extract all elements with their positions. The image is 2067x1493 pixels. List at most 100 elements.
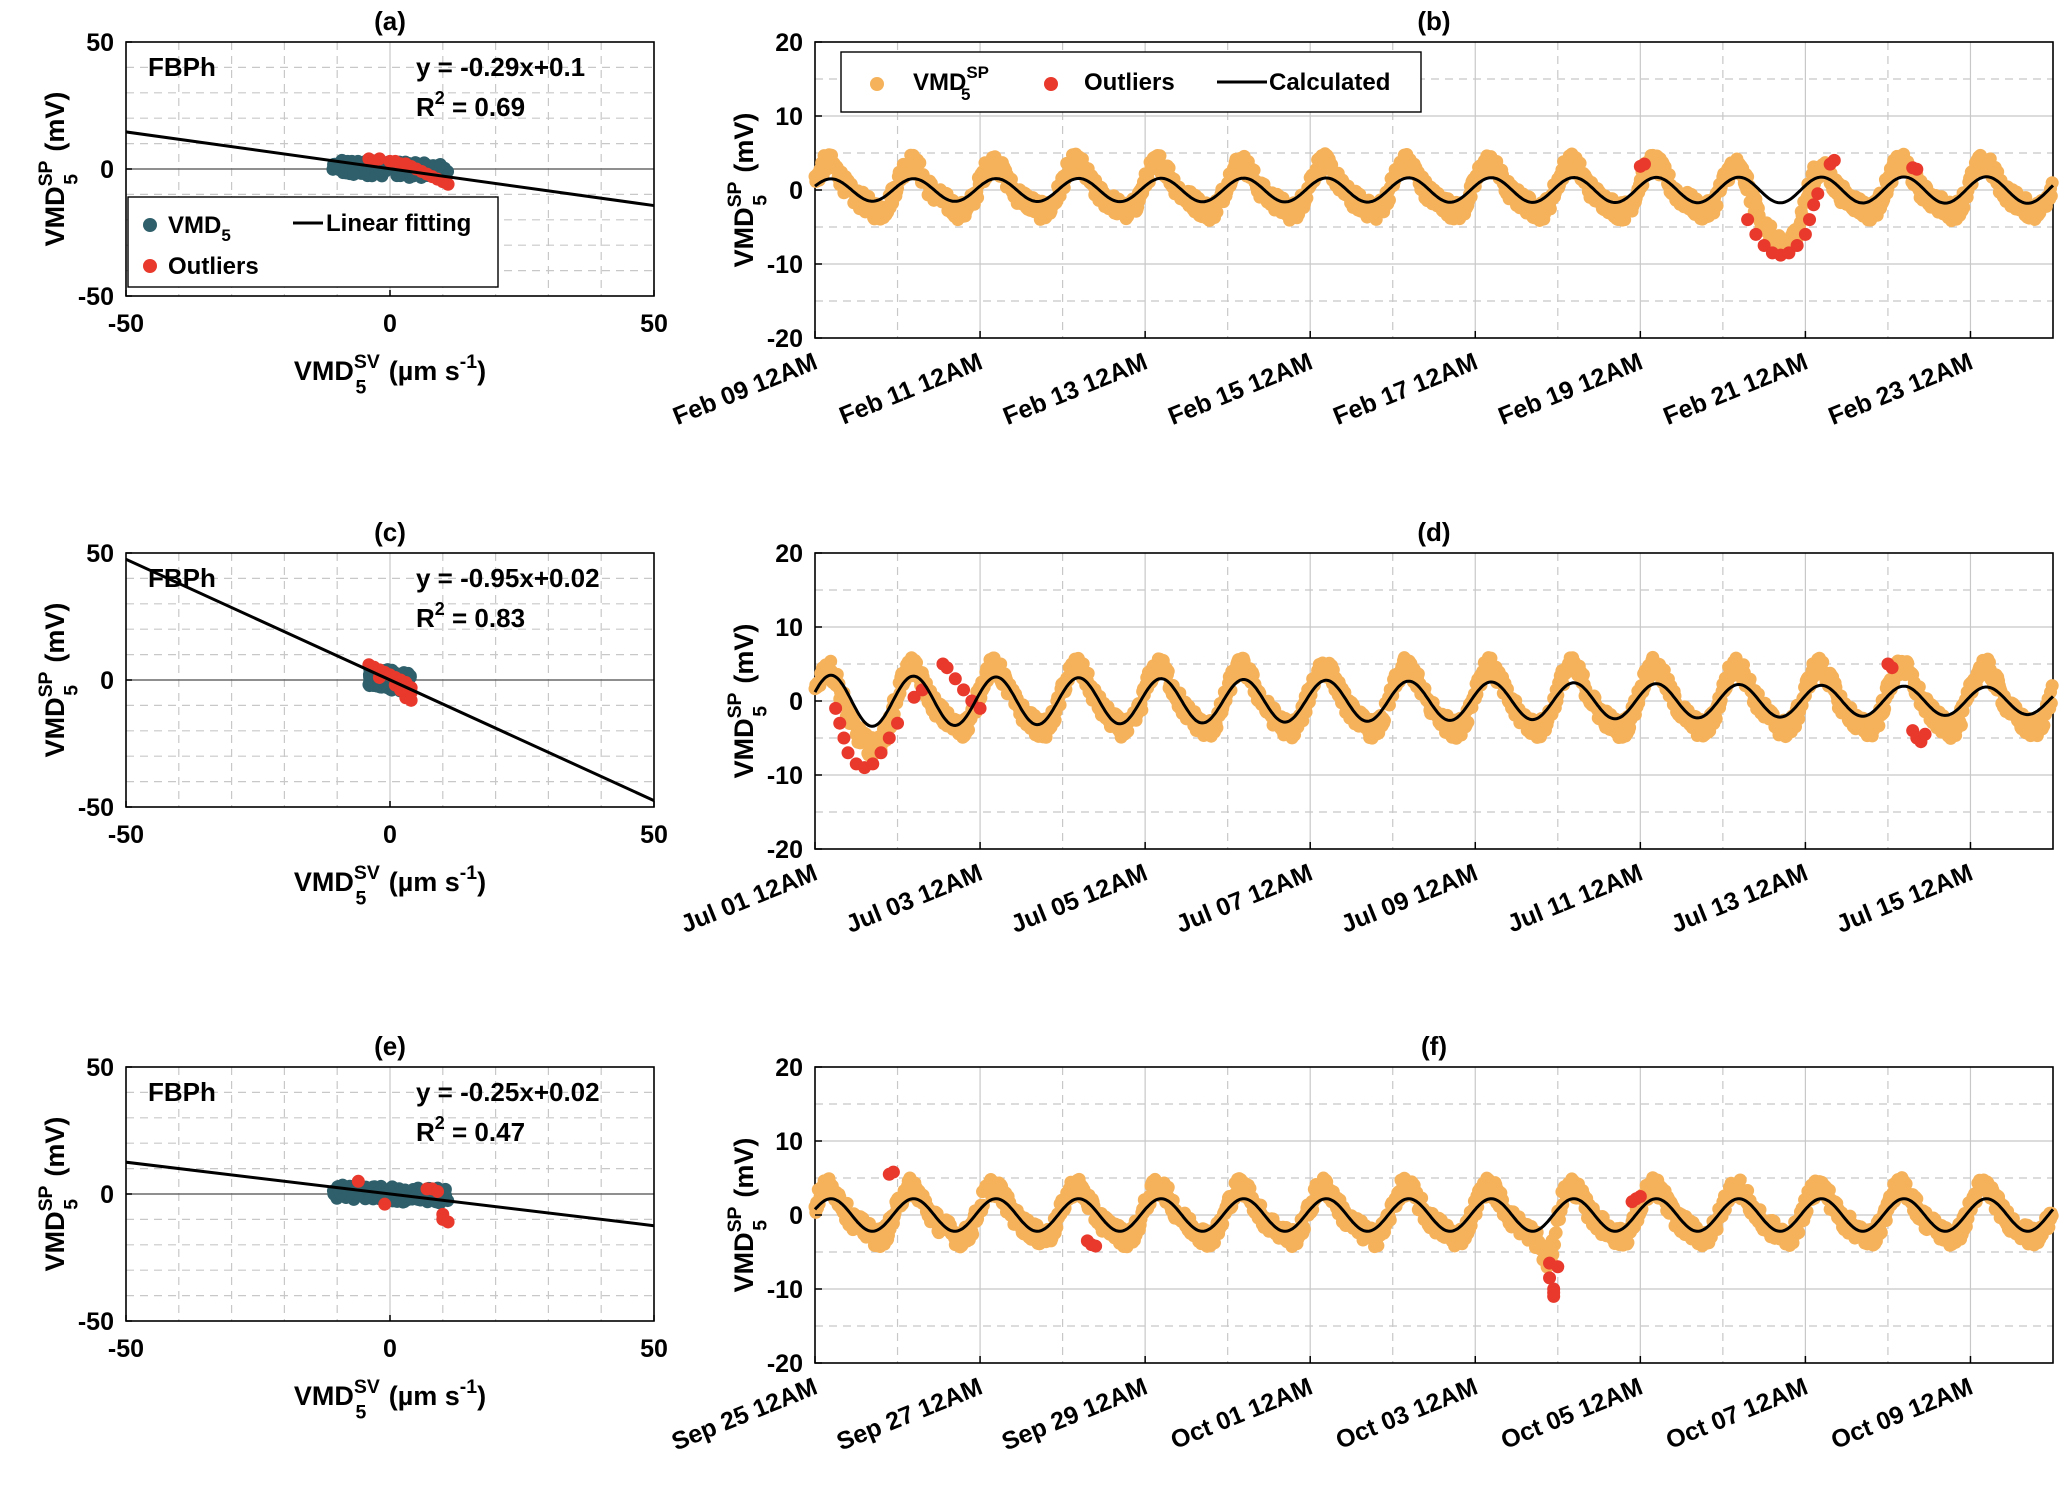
x-tick-label: Jul 13 12AM — [1667, 859, 1811, 939]
y-tick-label: 50 — [86, 1054, 114, 1082]
y-tick-label: 0 — [789, 177, 803, 205]
observed-point — [1161, 1180, 1175, 1194]
outlier-point — [882, 731, 896, 745]
calculated-line — [814, 175, 2055, 205]
vmd5-point — [364, 1191, 378, 1205]
r2-label: R2 = 0.83 — [416, 599, 525, 633]
observed-point — [1297, 1222, 1311, 1236]
observed-point — [1382, 193, 1396, 207]
y-tick-label: 10 — [775, 614, 803, 642]
y-axis-label: VMDSP 5 (mV) — [724, 624, 772, 779]
legend-box — [127, 196, 499, 288]
outlier-point — [907, 690, 921, 704]
equation-label: y = -0.95x+0.02 — [416, 563, 600, 593]
outlier-point — [1807, 198, 1821, 212]
fit-line — [125, 557, 655, 802]
site-label: FBPh — [148, 563, 216, 593]
observed-point — [1618, 213, 1632, 227]
outlier-point — [1918, 727, 1932, 741]
observed-point — [1878, 702, 1892, 716]
legend-outlier-marker — [1044, 77, 1058, 91]
panel-title: (e) — [374, 1031, 406, 1061]
observed-point — [1461, 715, 1475, 729]
x-tick-label: -50 — [108, 821, 144, 849]
outlier-point — [1790, 239, 1804, 252]
outlier-point — [940, 661, 954, 675]
x-tick-label: 50 — [640, 1335, 668, 1363]
x-tick-label: Jul 03 12AM — [842, 859, 986, 939]
site-label: FBPh — [148, 1077, 216, 1107]
y-axis-label: VMDSP 5 (mV) — [724, 113, 772, 268]
r2-label: R2 = 0.69 — [416, 88, 525, 122]
outlier-point — [1910, 162, 1924, 176]
observed-point — [1816, 655, 1830, 669]
y-tick-label: -20 — [767, 836, 803, 864]
observed-point — [1662, 168, 1676, 182]
equation-label: y = -0.25x+0.02 — [416, 1077, 600, 1107]
outlier-point — [1803, 213, 1817, 227]
y-tick-label: -20 — [767, 325, 803, 353]
observed-point — [1153, 149, 1167, 163]
observed-point — [1743, 672, 1757, 686]
observed-point — [1954, 718, 1968, 732]
observed-point — [1030, 1218, 1044, 1232]
legend-box — [840, 51, 1422, 113]
observed-point — [1576, 668, 1590, 682]
observed-point — [1543, 202, 1557, 216]
outlier-point — [837, 731, 851, 745]
y-tick-label: -10 — [767, 251, 803, 279]
observed-point — [1957, 200, 1971, 214]
outlier-point — [399, 157, 413, 171]
panel-title: (a) — [374, 6, 406, 36]
y-axis-label: VMDSP 5 (mV) — [35, 1117, 83, 1272]
vmd5-point — [332, 163, 346, 177]
x-tick-label: Jul 05 12AM — [1007, 859, 1151, 939]
outlier-point — [1757, 239, 1771, 252]
outlier-point — [1749, 227, 1763, 241]
outlier-point — [973, 701, 987, 715]
y-tick-label: 0 — [789, 688, 803, 716]
x-tick-label: Feb 15 12AM — [1164, 348, 1316, 431]
observed-point — [1733, 1173, 1747, 1187]
outlier-point — [1811, 187, 1825, 201]
observed-point — [1549, 1226, 1563, 1240]
outlier-point — [441, 177, 455, 191]
x-axis-label: VMDSV 5 (µm s-1) — [294, 1376, 486, 1424]
y-tick-label: -50 — [78, 283, 114, 311]
x-tick-label: Feb 21 12AM — [1659, 348, 1811, 431]
observed-point — [1710, 1223, 1724, 1237]
fit-line — [125, 1160, 655, 1228]
observed-point — [1872, 719, 1886, 733]
observed-point — [2045, 176, 2059, 190]
outlier-point — [833, 716, 847, 730]
observed-point — [1741, 1184, 1755, 1198]
x-tick-label: 0 — [383, 821, 397, 849]
outlier-point — [1885, 661, 1899, 675]
outlier-point — [957, 683, 971, 697]
x-tick-label: Jul 09 12AM — [1337, 859, 1481, 939]
vmd5-point — [411, 1192, 425, 1206]
observed-point — [913, 156, 927, 170]
y-tick-label: -10 — [767, 762, 803, 790]
observed-point — [966, 1227, 980, 1241]
observed-point — [994, 657, 1008, 671]
x-tick-label: 0 — [383, 1335, 397, 1363]
outlier-point — [404, 693, 418, 707]
observed-point — [1710, 199, 1724, 213]
y-tick-label: 0 — [100, 156, 114, 184]
y-axis-label: VMDSP 5 (mV) — [35, 92, 83, 247]
legend-calculated-label: Calculated — [1269, 69, 1390, 96]
y-tick-label: 20 — [775, 29, 803, 57]
x-tick-label: 50 — [640, 310, 668, 338]
observed-point — [1764, 219, 1778, 233]
observed-point — [1621, 1236, 1635, 1250]
observed-point — [971, 191, 985, 205]
observed-point — [1247, 163, 1261, 177]
y-tick-label: 50 — [86, 29, 114, 57]
x-tick-label: 0 — [383, 310, 397, 338]
r2-label: R2 = 0.47 — [416, 1113, 525, 1147]
